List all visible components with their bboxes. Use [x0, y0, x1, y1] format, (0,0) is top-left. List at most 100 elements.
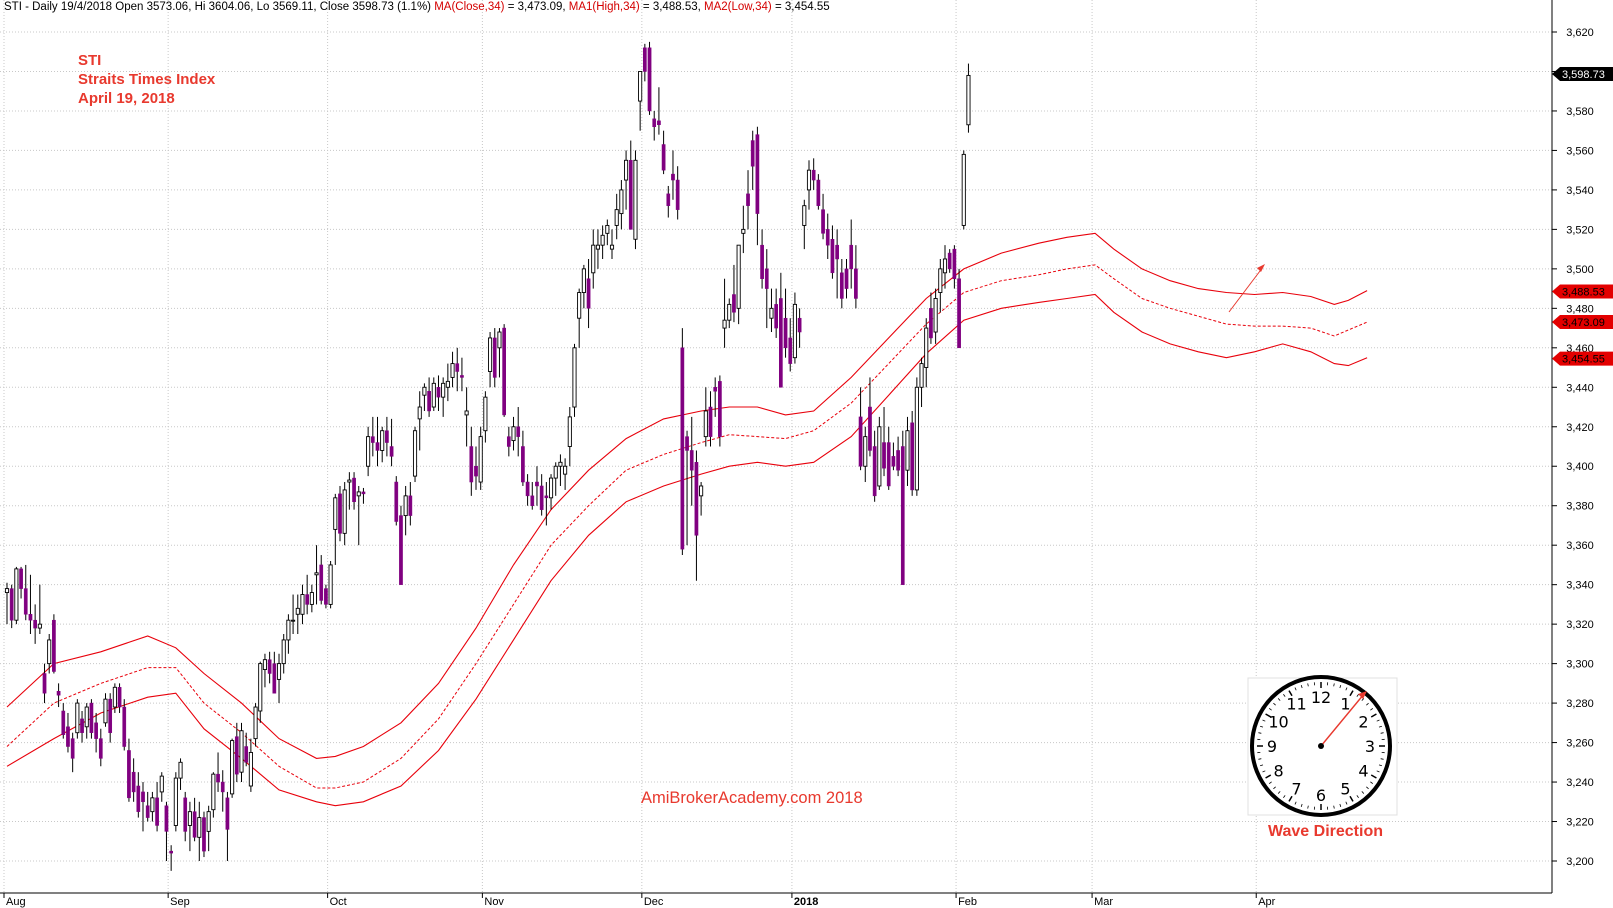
header-close: 3598.73 — [352, 1, 394, 13]
candle-body-down — [98, 738, 103, 759]
candle-body-up — [511, 426, 516, 442]
candle — [356, 485, 361, 546]
clock-tick — [1339, 685, 1342, 689]
candle-body-down — [42, 673, 47, 694]
clock-tick — [1349, 690, 1354, 697]
candle — [825, 213, 830, 259]
candle — [886, 426, 891, 490]
header-open-label: Open — [115, 1, 144, 13]
candle — [961, 150, 966, 230]
candle — [544, 482, 549, 526]
candle — [197, 801, 202, 861]
candle-body-up — [863, 436, 868, 467]
candle — [530, 482, 535, 510]
candle — [657, 87, 661, 135]
candle — [220, 770, 225, 812]
clock-tick — [1378, 725, 1382, 728]
candle-body-up — [736, 244, 741, 309]
candle — [769, 288, 774, 333]
candle — [718, 375, 722, 447]
candle-body-down — [94, 722, 98, 739]
candle — [366, 426, 371, 477]
candle-body-up — [187, 811, 192, 826]
y-tick-label: 3,440 — [1566, 382, 1594, 394]
candle — [122, 699, 127, 751]
header-hi: 3604.06 — [208, 1, 251, 13]
candle-body-down — [900, 446, 905, 585]
y-tick-label: 3,520 — [1566, 224, 1594, 236]
candle — [234, 722, 239, 783]
candle — [708, 391, 713, 447]
candle — [891, 442, 896, 471]
candle-body-down — [713, 387, 718, 392]
candle — [9, 584, 14, 629]
y-tick-label: 3,360 — [1566, 540, 1594, 552]
clock-tick — [1262, 719, 1266, 722]
candle-body-down — [708, 406, 713, 437]
y-tick-label: 3,200 — [1566, 856, 1594, 868]
clock-tick — [1333, 683, 1335, 687]
candle-body-down — [127, 750, 131, 799]
header-open: 3573.06 — [146, 1, 189, 13]
candle — [661, 130, 666, 175]
candle — [586, 258, 591, 329]
candle-body-up — [342, 489, 347, 534]
candle — [159, 772, 164, 802]
header-ma2-label: MA2(Low,34) — [704, 1, 772, 13]
candle-body-up — [230, 740, 235, 795]
candle-body-down — [652, 118, 657, 127]
candle-body-down — [952, 248, 957, 279]
horizontal-gridlines — [0, 31, 1552, 862]
candle-body-down — [9, 588, 14, 621]
candle — [764, 249, 769, 329]
candle-body-down — [750, 140, 755, 167]
candle — [422, 383, 427, 411]
candle — [441, 377, 446, 417]
last-price-tag-bg — [1552, 66, 1613, 81]
candle-body-up — [14, 568, 19, 621]
candle-body-down — [788, 337, 793, 364]
candle — [84, 703, 89, 739]
candle-body-down — [192, 811, 197, 838]
candle — [577, 288, 582, 348]
candle — [488, 332, 493, 388]
candle — [858, 387, 863, 471]
candle-body-down — [816, 179, 821, 206]
candle-body-up — [403, 495, 408, 517]
candle-body-down — [783, 317, 788, 349]
candle-body-down — [882, 442, 886, 469]
candle-body-down — [136, 785, 141, 812]
candle — [338, 485, 342, 542]
header-date: 19/4/2018 — [60, 1, 113, 13]
candle-body-up — [422, 386, 427, 396]
header-ma1-label: MA1(High,34) — [568, 1, 640, 13]
candle — [863, 426, 868, 483]
candle-body-up — [281, 639, 286, 665]
candle-body-down — [891, 456, 896, 467]
candle-body-up — [633, 159, 638, 240]
candle — [830, 225, 835, 279]
x-tick-label: Mar — [1094, 896, 1113, 908]
candle-body-down — [131, 771, 136, 793]
candle — [286, 614, 291, 654]
candle — [342, 482, 347, 546]
header-sep: - — [21, 1, 33, 13]
candle — [868, 377, 872, 457]
clock-number: 10 — [1268, 713, 1288, 732]
candle — [642, 43, 647, 82]
candle-body-down — [718, 381, 722, 437]
candle-body-down — [539, 485, 544, 510]
candle-body-down — [469, 446, 474, 483]
candle-body-up — [291, 619, 296, 622]
candle-body-up — [877, 426, 882, 487]
candle-body-up — [431, 382, 436, 408]
candle-body-down — [647, 47, 652, 112]
candle-body-up — [581, 268, 586, 293]
x-tick-label: 2018 — [794, 896, 818, 908]
candle-body-up — [417, 406, 422, 420]
candle — [797, 308, 802, 348]
candle — [905, 416, 910, 486]
candle — [375, 416, 380, 467]
candle-body-up — [412, 430, 418, 477]
candle — [211, 772, 216, 818]
